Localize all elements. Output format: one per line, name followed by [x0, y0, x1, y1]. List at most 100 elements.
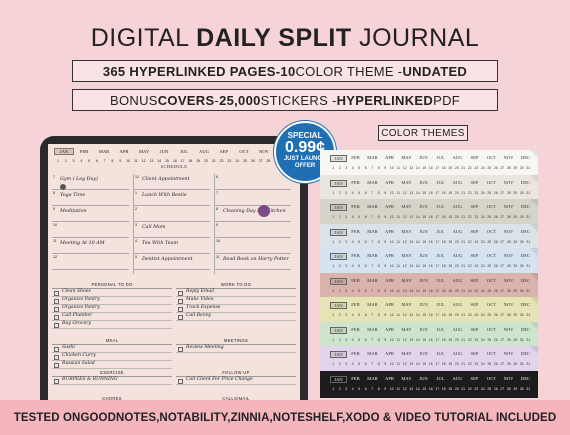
day-link[interactable]: 9: [119, 159, 122, 163]
schedule-slot[interactable]: 7 Gym ( Leg Day): [52, 174, 129, 190]
theme-month-jun: JUN: [419, 277, 428, 283]
day-link[interactable]: 16: [172, 159, 177, 163]
list-item[interactable]: Make Video: [176, 297, 296, 305]
day-link[interactable]: 12: [141, 159, 146, 163]
day-link[interactable]: 20: [204, 159, 208, 163]
page-fold-icon: [530, 248, 538, 256]
list-item[interactable]: Organize Pantry: [52, 305, 172, 313]
theme-strip-4[interactable]: JAN FEB MAR APR MAY JUN JUL AUG SEP OCT NOV DEC 1 2 3 4…: [320, 223, 538, 251]
day-link[interactable]: 27: [258, 159, 263, 163]
schedule-slot[interactable]: 10: [215, 238, 291, 254]
day-link[interactable]: 19: [196, 159, 201, 163]
schedule-slot[interactable]: 10: [52, 222, 129, 238]
schedule-slot[interactable]: 2: [134, 206, 210, 222]
month-tab-oct[interactable]: OCT: [239, 148, 249, 154]
list-item[interactable]: BURPEES & RUNNING: [52, 377, 172, 385]
day-link[interactable]: 23: [227, 159, 232, 163]
theme-day: 1: [332, 239, 335, 244]
schedule-slot[interactable]: 9: [215, 222, 291, 238]
month-tab-jun[interactable]: JUN: [159, 148, 169, 154]
list-item[interactable]: Call Client For Price Change: [176, 377, 296, 385]
list-item[interactable]: Chicken Curry: [52, 353, 172, 361]
list-item[interactable]: Clean Shoes: [52, 289, 172, 297]
schedule-slot[interactable]: 12: [52, 254, 129, 270]
schedule-slot[interactable]: 8 Cleaning Day For Kitchen: [215, 206, 291, 222]
theme-strip-5[interactable]: JAN FEB MAR APR MAY JUN JUL AUG SEP OCT NOV DEC 1 2 3 4…: [320, 248, 538, 275]
theme-day: 28: [506, 166, 511, 170]
month-tab-may[interactable]: MAY: [138, 148, 150, 154]
day-link[interactable]: 15: [165, 159, 169, 163]
schedule-column-1: 7 Gym ( Leg Day) 8 Yoga Time 9 Meditation 10 11…: [52, 174, 129, 274]
theme-day: 24: [480, 313, 485, 317]
day-link[interactable]: 22: [219, 159, 224, 163]
theme-strip-3[interactable]: JAN FEB MAR APR MAY JUN JUL AUG SEP OCT NOV DEC 1 2 3 4…: [320, 199, 538, 226]
day-link[interactable]: 4: [80, 159, 83, 163]
theme-day: 11: [396, 190, 401, 195]
schedule-slot[interactable]: 6: [215, 174, 291, 190]
theme-day: 26: [493, 386, 498, 391]
theme-strip-2[interactable]: JAN FEB MAR APR MAY JUN JUL AUG SEP OCT NOV DEC 1 2 3 4…: [320, 174, 538, 202]
day-link[interactable]: 13: [149, 159, 154, 163]
day-link[interactable]: 6: [95, 159, 98, 163]
day-link[interactable]: 14: [157, 159, 162, 163]
day-link[interactable]: 3: [72, 159, 75, 163]
theme-strip-8[interactable]: JAN FEB MAR APR MAY JUN JUL AUG SEP OCT NOV DEC 1 2 3 4…: [320, 321, 538, 349]
theme-strip-10[interactable]: JAN FEB MAR APR MAY JUN JUL AUG SEP OCT NOV DEC 1 2 3 4…: [320, 370, 538, 398]
day-link[interactable]: 24: [235, 159, 240, 163]
month-tab-feb[interactable]: FEB: [79, 148, 89, 154]
list-item[interactable]: Call Benny: [176, 313, 296, 321]
day-link[interactable]: 26: [250, 159, 255, 163]
day-link[interactable]: 28: [266, 159, 271, 163]
theme-strip-7[interactable]: JAN FEB MAR APR MAY JUN JUL AUG SEP OCT NOV DEC 1 2 3 4…: [320, 297, 538, 324]
day-link[interactable]: 17: [180, 159, 185, 163]
theme-day: 30: [519, 288, 524, 293]
day-link[interactable]: 25: [243, 159, 247, 163]
day-link[interactable]: 7: [103, 159, 106, 163]
month-tab-sep[interactable]: SEP: [220, 148, 228, 154]
day-link[interactable]: 11: [134, 159, 138, 163]
day-link[interactable]: 2: [64, 159, 67, 163]
month-tab-jan[interactable]: JAN: [54, 147, 74, 155]
list-item[interactable]: Call Plumber: [52, 313, 172, 321]
theme-day-row: 1 2 3 4 5 6 7 8 9 10 11 12 13 14 15 16 17 18 19 20 21 22 23 24 2…: [330, 166, 532, 170]
theme-strip-6[interactable]: JAN FEB MAR APR MAY JUN JUL AUG SEP OCT NOV DEC 1 2 3 4…: [320, 272, 538, 300]
day-link[interactable]: 10: [126, 159, 130, 163]
theme-month-row: JAN FEB MAR APR MAY JUN JUL AUG SEP OCT NOV DEC: [330, 351, 534, 358]
schedule-slot[interactable]: 4 Tea With Team: [134, 238, 210, 254]
schedule-slot[interactable]: 1 Lunch With Bestie: [134, 190, 210, 206]
schedule-slot[interactable]: 9 Meditation: [52, 206, 129, 222]
theme-day: 31: [526, 190, 531, 195]
theme-strip-9[interactable]: JAN FEB MAR APR MAY JUN JUL AUG SEP OCT NOV DEC 1 2 3 4…: [320, 346, 538, 373]
list-item[interactable]: Russian Salad: [52, 361, 172, 369]
schedule-slot[interactable]: 7: [215, 190, 291, 206]
schedule-slot[interactable]: 8 Yoga Time: [52, 190, 129, 206]
theme-strip-1[interactable]: JAN FEB MAR APR MAY JUN JUL AUG SEP OCT NOV DEC 1 2 3 4…: [320, 150, 538, 177]
theme-day: 6: [364, 386, 367, 391]
day-link[interactable]: 1: [56, 159, 59, 163]
month-tab-nov[interactable]: NOV: [259, 148, 269, 154]
month-tabs: JAN FEB MAR APR MAY JUN JUL AUG SEP OCT NOV: [48, 144, 300, 158]
schedule-slot[interactable]: 5 Dentist Appointment: [134, 254, 210, 270]
schedule-slot[interactable]: 11 Meeting At 10 AM: [52, 238, 129, 254]
list-item[interactable]: Review Meeting: [176, 345, 296, 353]
month-tab-mar[interactable]: MAR: [98, 148, 110, 154]
list-item[interactable]: Track Expense: [176, 305, 296, 313]
day-link[interactable]: 21: [211, 159, 216, 163]
theme-day: 20: [454, 190, 459, 195]
theme-day: 30: [519, 166, 524, 170]
month-tab-jul[interactable]: JUL: [180, 148, 188, 154]
month-tab-apr[interactable]: APR: [119, 148, 129, 154]
theme-month-dec: DEC: [520, 155, 531, 160]
list-item[interactable]: Sushi: [52, 345, 172, 353]
schedule-slot[interactable]: 12 Client Appointment: [134, 174, 210, 190]
list-item[interactable]: Organize Pantry: [52, 297, 172, 305]
day-link[interactable]: 5: [88, 159, 91, 163]
day-link[interactable]: 8: [111, 159, 114, 163]
month-tab-aug[interactable]: AUG: [199, 148, 209, 154]
schedule-slot[interactable]: 3 Call Mom: [134, 222, 210, 238]
schedule-slot[interactable]: 11 Read Book on Harry Potter: [215, 254, 291, 270]
list-item[interactable]: Buy Grocery: [52, 321, 172, 329]
list-item[interactable]: Reply Email: [176, 289, 296, 297]
day-link[interactable]: 18: [188, 159, 193, 163]
theme-month-feb: FEB: [351, 204, 360, 209]
